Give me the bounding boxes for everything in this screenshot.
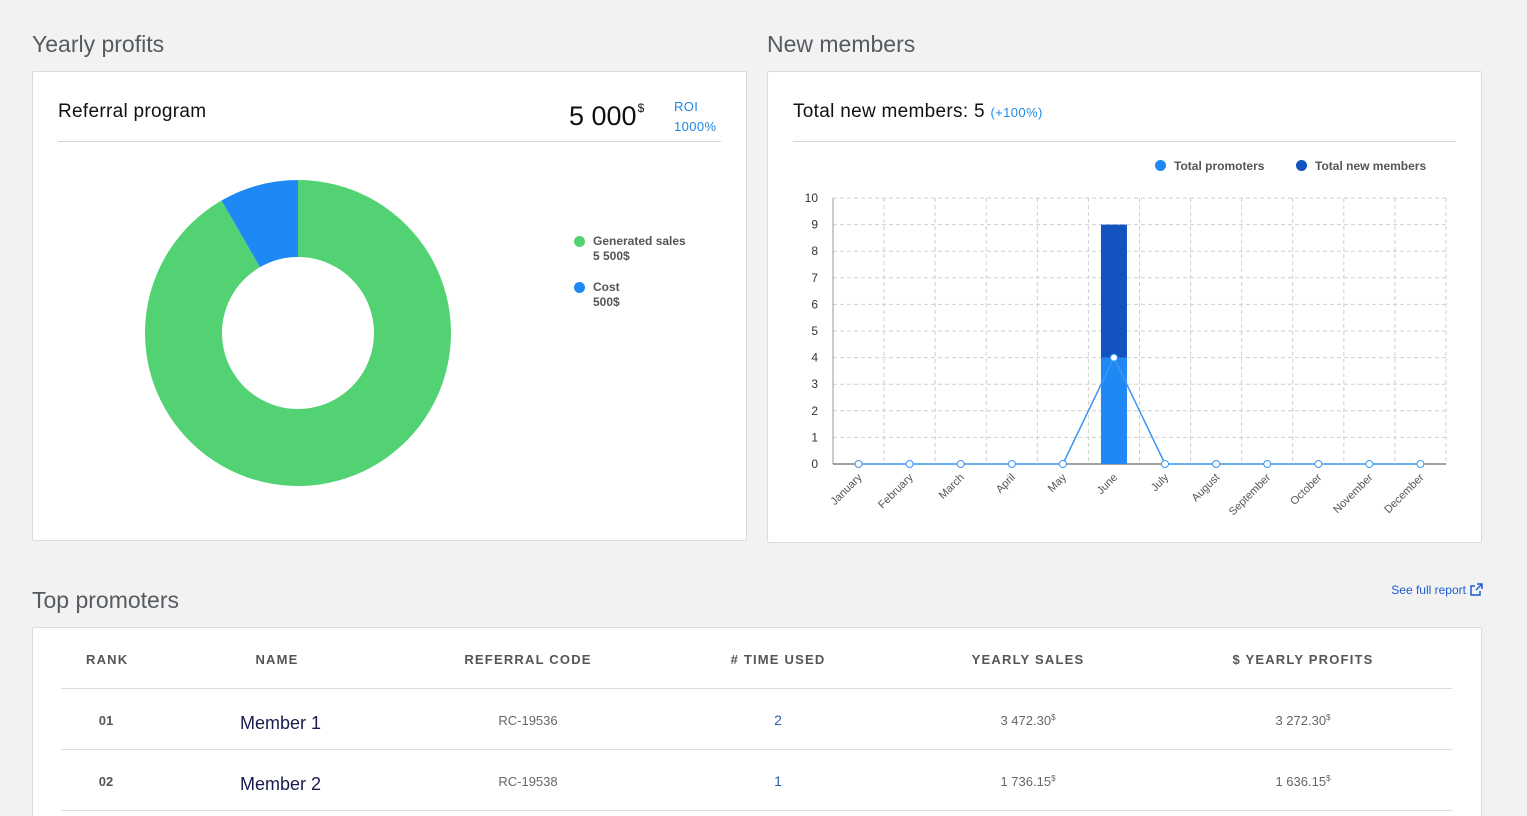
name-cell[interactable]: Member 1 [240,713,322,733]
new-members-bar-chart: 0 1 2 3 4 5 6 7 8 9 10 January February March April May… [805,191,1447,518]
line-point [1314,460,1323,468]
x-tick-label: January [829,471,866,508]
column-header-referral-code: REFERRAL CODE [464,652,592,667]
legend-label: Total new members [1315,159,1427,173]
line-point [1212,460,1221,468]
y-tick-label: 9 [811,218,818,232]
new-members-title: New members [767,31,916,57]
x-tick-label: September [1227,471,1274,518]
legend-dot [574,236,585,247]
roi-label: ROI [674,99,699,114]
y-tick-label: 7 [811,271,818,285]
legend-cost: Cost 500$ [574,280,620,310]
roi-indicator: ROI 1000% [674,97,716,137]
line-point [1058,460,1067,468]
legend-dot [1296,160,1307,171]
divider [58,141,721,142]
row-divider [61,810,1452,811]
y-tick-label: 4 [811,351,818,365]
referral-donut-chart [145,180,452,486]
bar-total-new-members [1100,224,1127,358]
rank-cell: 02 [98,774,114,789]
column-header-name: NAME [255,652,299,667]
y-tick-label: 6 [811,297,818,311]
legend-value: 500$ [593,295,620,309]
y-tick-label: 2 [811,404,818,418]
column-header-yearly-sales: YEARLY SALES [971,652,1085,667]
divider [793,141,1456,142]
y-tick-label: 1 [811,430,818,444]
x-tick-label: May [1046,471,1070,495]
row-divider [61,749,1452,750]
x-tick-label: November [1331,471,1376,516]
donut-slice-generated-sales [145,180,452,486]
card-title: Referral program [58,101,207,122]
chart-legend-promoters[interactable]: Total promoters [1155,159,1264,173]
time-used-cell[interactable]: 2 [774,712,782,728]
total-amount: 5 000$ [569,101,645,131]
donut-slice-cost [221,180,298,268]
legend-label: Generated sales [593,234,686,248]
y-tick-label: 0 [811,457,818,471]
y-tick-label: 8 [811,244,818,258]
line-point [854,460,863,468]
x-tick-label: October [1288,471,1324,507]
legend-dot [1155,160,1166,171]
top-promoters-title: Top promoters [32,587,180,613]
external-link-icon [1470,583,1483,596]
chart-legend-new-members[interactable]: Total new members [1296,159,1426,173]
line-point [1416,460,1425,468]
x-tick-label: June [1095,472,1120,497]
x-tick-label: July [1149,471,1172,494]
legend-value: 5 500$ [593,249,630,263]
total-new-members: Total new members: 5 [793,101,985,122]
roi-value: 1000% [674,119,717,134]
line-point [956,460,965,468]
yearly-sales-cell: 3 472.30$ [1000,713,1056,728]
line-point [1365,460,1374,468]
see-full-report-link[interactable]: See full report [1391,583,1483,597]
x-tick-label: March [937,472,967,502]
x-tick-label: August [1190,472,1223,505]
header-divider [61,688,1452,689]
y-tick-label: 3 [811,377,818,391]
y-tick-label: 10 [805,191,819,205]
referral-code-cell: RC-19538 [498,774,558,789]
top-promoters-table: RANK NAME REFERRAL CODE # TIME USED YEAR… [32,627,1482,816]
card-title: Total new members: 5 (+100%) [793,101,1043,123]
yearly-profits-title: Yearly profits [32,31,165,57]
time-used-cell[interactable]: 1 [774,773,782,789]
x-tick-label: December [1382,471,1427,516]
change-percent: (+100%) [990,105,1043,120]
line-point [1007,460,1016,468]
new-members-card: Total new members: 5 (+100%) Total promo… [767,71,1482,543]
y-tick-label: 5 [811,324,818,338]
bar-total-promoters [1100,357,1127,464]
line-point [1161,460,1170,468]
link-label: See full report [1391,583,1466,597]
rank-cell: 01 [98,713,114,728]
line-point [1263,460,1272,468]
legend-generated-sales: Generated sales 5 500$ [574,234,686,264]
referral-code-cell: RC-19536 [498,713,558,728]
name-cell[interactable]: Member 2 [240,774,322,794]
legend-label: Cost [593,280,620,294]
line-point [1109,353,1118,362]
legend-dot [574,282,585,293]
legend-label: Total promoters [1174,159,1265,173]
column-header-rank: RANK [86,652,129,667]
column-header-yearly-profits: $ YEARLY PROFITS [1232,652,1374,667]
yearly-sales-cell: 1 736.15$ [1000,774,1056,789]
yearly-profits-cell: 1 636.15$ [1275,774,1331,789]
x-tick-label: April [994,472,1018,496]
line-total-promoters [858,355,1421,465]
yearly-profits-card: Referral program 5 000$ ROI 1000% Genera… [32,71,747,541]
line-point [905,460,914,468]
x-tick-label: February [876,471,916,511]
column-header-time-used: # TIME USED [730,652,826,667]
yearly-profits-cell: 3 272.30$ [1275,713,1331,728]
